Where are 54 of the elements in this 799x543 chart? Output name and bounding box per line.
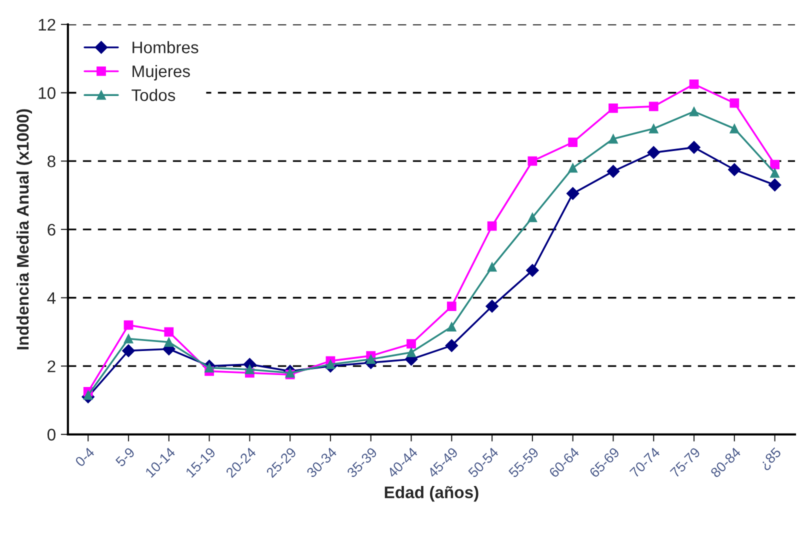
- point: [568, 138, 578, 147]
- point: [608, 103, 618, 113]
- point: [83, 390, 93, 400]
- point: [366, 354, 376, 364]
- y-tick-label: 6: [48, 224, 56, 236]
- point: [164, 337, 174, 347]
- point: [528, 156, 538, 166]
- y-tick-label: 0: [47, 428, 56, 441]
- y-axis-title: Inddencia Media Anual (x1000): [16, 109, 32, 350]
- point: [204, 363, 214, 372]
- point: [730, 98, 740, 108]
- y-tick-label: 12: [38, 18, 56, 30]
- point: [768, 178, 782, 192]
- x-axis-title: Edad (años): [384, 486, 478, 502]
- x-tick-label: ¿85: [758, 446, 784, 472]
- point: [245, 364, 254, 374]
- point: [606, 164, 620, 178]
- point: [406, 339, 416, 349]
- point: [406, 348, 416, 358]
- point: [446, 322, 456, 332]
- point: [487, 262, 497, 272]
- y-tick-label: 8: [48, 155, 56, 168]
- legend-label: Hombres: [132, 41, 198, 54]
- point: [689, 106, 699, 116]
- x-tick-label: 5-9: [114, 446, 136, 468]
- legend-label: Todos: [132, 88, 176, 102]
- point: [445, 339, 458, 352]
- point: [728, 163, 741, 176]
- point: [688, 141, 700, 154]
- legend-label: Mujeres: [132, 64, 190, 81]
- point: [326, 360, 336, 370]
- point: [566, 187, 580, 200]
- point: [122, 344, 135, 358]
- point: [486, 300, 498, 313]
- point: [648, 124, 658, 134]
- x-tick-label: 0-4: [74, 446, 96, 468]
- point: [730, 124, 740, 134]
- point: [446, 302, 456, 311]
- point: [526, 264, 539, 277]
- point: [647, 146, 660, 159]
- point: [164, 327, 174, 337]
- point: [487, 221, 497, 231]
- point: [689, 80, 699, 89]
- point: [568, 163, 578, 173]
- point: [528, 212, 538, 222]
- point: [124, 320, 134, 330]
- point: [770, 160, 780, 170]
- point: [608, 134, 618, 144]
- point: [648, 102, 658, 112]
- y-tick-label: 10: [38, 87, 56, 99]
- y-tick-label: 2: [48, 360, 56, 372]
- point: [770, 168, 780, 178]
- point: [124, 334, 134, 344]
- y-tick-label: 4: [47, 292, 56, 304]
